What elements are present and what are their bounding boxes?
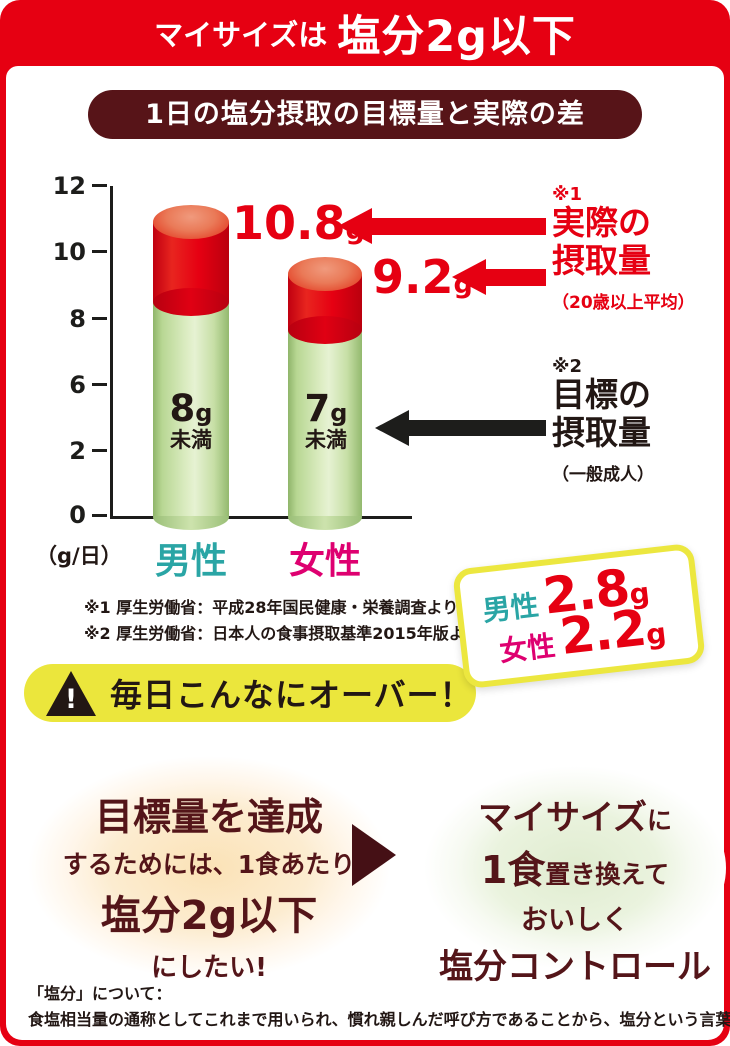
y-tick-label: 10: [52, 238, 86, 266]
y-tick-label: 12: [52, 172, 86, 200]
poster-header: マイサイズは 塩分2g以下: [0, 0, 730, 66]
actual-intake-arrow-female-shaft: [484, 269, 546, 286]
female-cylinder-top: [288, 257, 362, 291]
annotation2-mark: ※2: [552, 356, 583, 377]
goal-line3: 塩分2g以下: [100, 893, 318, 939]
target-intake-arrow-shaft: [407, 420, 546, 436]
goal-bubble: 目標量を達成 するためには、1食あたり 塩分2g以下 にしたい!: [28, 756, 390, 983]
solution-line1: マイサイズに: [424, 790, 726, 839]
chart-title: 1日の塩分摂取の目標量と実際の差: [88, 90, 642, 139]
y-tick-label: 0: [69, 501, 86, 529]
female-target-label: 7g 未満: [280, 387, 372, 452]
actual-intake-arrow-female-icon: [452, 259, 486, 295]
footnote-2: ※2 厚生労働省：日本人の食事摂取基準2015年版より: [84, 624, 481, 643]
annotation2-line2: 摂取量: [552, 413, 651, 452]
flow-arrow-icon: [352, 824, 396, 886]
overage-female-label: 女性: [497, 628, 558, 669]
female-cylinder-target-segment: [288, 330, 362, 516]
actual-intake-arrow-male-icon: [338, 208, 372, 244]
x-axis-line: [110, 516, 412, 519]
y-tick-mark: [92, 184, 107, 187]
warning-icon: !: [46, 670, 96, 716]
male-target-label: 8g 未満: [145, 387, 237, 452]
annotation1-line2: 摂取量: [552, 241, 651, 280]
solution-line3: おいしく: [521, 905, 629, 936]
annotation2-line1: 目標の: [552, 375, 651, 414]
y-tick-mark: [92, 383, 107, 386]
target-intake-arrow-icon: [375, 410, 409, 446]
y-axis-line: [110, 186, 113, 519]
male-cylinder-excess-bottom: [153, 288, 229, 316]
annotation1-line1: 実際の: [552, 203, 651, 242]
warning-banner-text: 毎日こんなにオーバー！: [110, 676, 473, 714]
footer-body: 食塩相当量の通称としてこれまで用いられ、慣れ親しんだ呼び方であることから、塩分と…: [28, 1010, 730, 1029]
actual-intake-arrow-male-shaft: [370, 218, 546, 235]
annotation2-sub: （一般成人）: [552, 465, 654, 485]
female-cylinder-excess-bottom: [288, 316, 362, 344]
y-tick-label: 8: [69, 305, 86, 333]
header-prefix-text: マイサイズは: [154, 18, 328, 52]
warning-triangle: [46, 670, 96, 716]
male-cylinder-top: [153, 205, 229, 239]
footer-heading: 「塩分」について：: [28, 984, 172, 1003]
male-target-value: 8: [169, 387, 196, 430]
male-actual-number: 10.8: [232, 196, 346, 250]
warning-banner: ! 毎日こんなにオーバー！: [24, 664, 476, 722]
annotation1-mark: ※1: [552, 184, 583, 205]
y-tick-label: 6: [69, 371, 86, 399]
y-axis-unit-label: （g/日）: [36, 544, 122, 568]
overage-female-value: 2.2: [557, 598, 649, 667]
solution-line1-big: マイサイズ: [478, 798, 647, 838]
goal-line1: 目標量を達成: [94, 795, 323, 839]
y-tick-mark: [92, 514, 107, 517]
solution-line2: 1食置き換えて: [424, 839, 726, 894]
y-tick-mark: [92, 449, 107, 452]
header-main-text: 塩分2g以下: [337, 12, 576, 62]
female-actual-number: 9.2: [372, 250, 454, 304]
solution-line1-small: に: [646, 806, 672, 835]
y-tick-mark: [92, 317, 107, 320]
goal-line2: するためには、1食あたり: [62, 850, 356, 879]
overage-female-unit: g: [644, 616, 668, 652]
footnote-1: ※1 厚生労働省：平成28年国民健康・栄養調査より: [84, 598, 459, 617]
warning-exclamation: !: [64, 683, 78, 715]
solution-line2-small: 置き換えて: [545, 860, 670, 889]
category-label-male: 男性: [154, 541, 227, 582]
goal-line4: にしたい!: [151, 953, 267, 983]
male-target-sub: 未満: [170, 427, 212, 452]
category-label-female: 女性: [288, 541, 361, 582]
y-tick-mark: [92, 250, 107, 253]
male-cylinder-target-segment: [153, 300, 229, 516]
solution-bubble: マイサイズに 1食置き換えて おいしく 塩分コントロール: [424, 766, 726, 987]
male-target-unit: g: [195, 399, 213, 427]
y-tick-label: 2: [69, 437, 86, 465]
female-target-sub: 未満: [305, 427, 347, 452]
solution-line4: 塩分コントロール: [439, 947, 711, 987]
solution-line2-big: 1食: [480, 848, 546, 892]
annotation1-sub: （20歳以上平均）: [552, 293, 695, 313]
female-target-value: 7: [304, 387, 331, 430]
overage-male-label: 男性: [480, 588, 541, 628]
female-target-unit: g: [330, 399, 348, 427]
